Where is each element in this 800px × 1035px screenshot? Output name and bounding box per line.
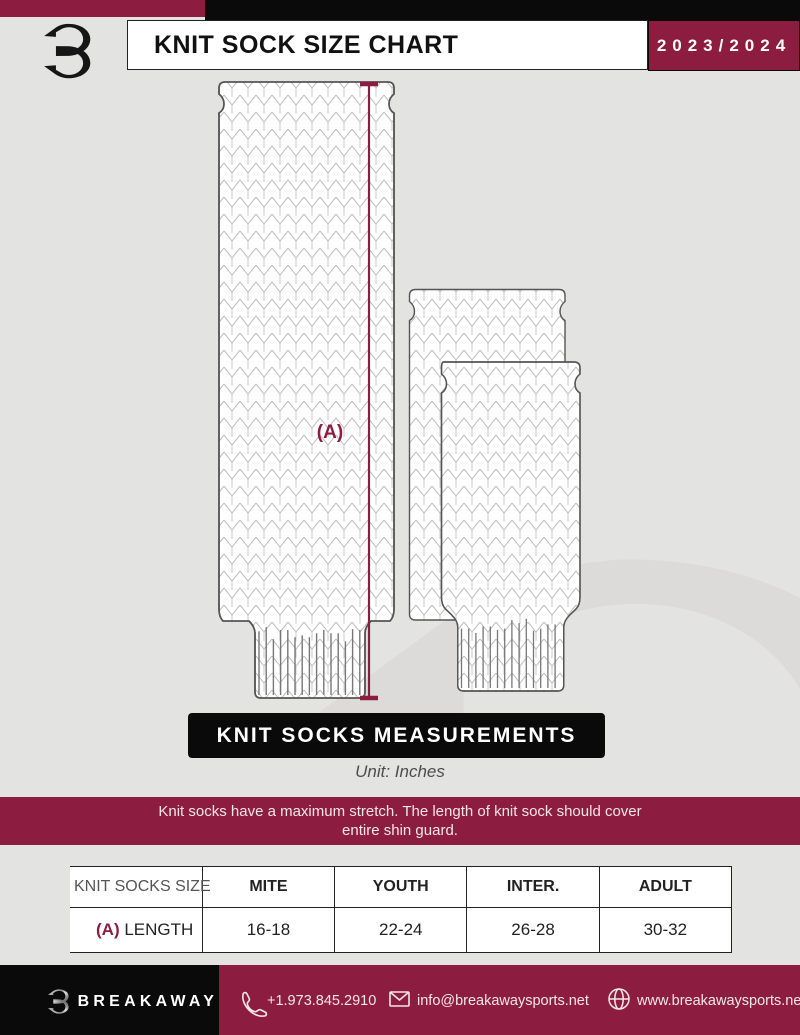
svg-text:BREAKAWAY: BREAKAWAY <box>78 993 218 1010</box>
svg-text:(A): (A) <box>317 422 343 443</box>
svg-text:info@breakawaysports.net: info@breakawaysports.net <box>417 993 589 1009</box>
svg-text:+1.973.845.2910: +1.973.845.2910 <box>267 993 376 1009</box>
svg-text:www.breakawaysports.net: www.breakawaysports.net <box>636 993 800 1009</box>
